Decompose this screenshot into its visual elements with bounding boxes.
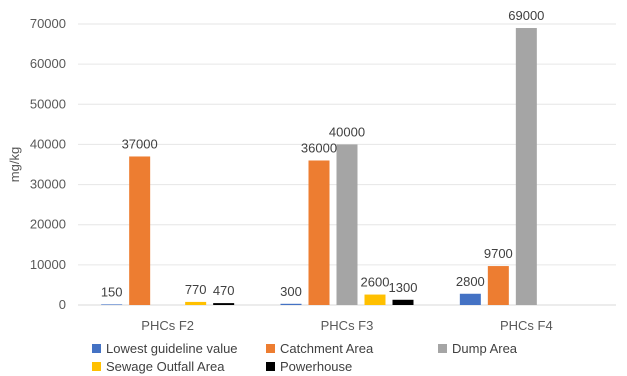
data-label: 9700 — [484, 246, 513, 261]
data-label: 2800 — [456, 274, 485, 289]
bar — [515, 28, 537, 306]
legend-label: Sewage Outfall Area — [106, 359, 225, 374]
y-axis-ticks: 0 10000 20000 30000 40000 50000 60000 70000 — [30, 16, 66, 312]
legend-label: Catchment Area — [280, 341, 374, 356]
legend-swatch — [92, 362, 101, 371]
y-tick-label: 30000 — [30, 177, 66, 192]
data-label: 40000 — [329, 124, 365, 139]
legend-label: Powerhouse — [280, 359, 352, 374]
data-label: 37000 — [122, 136, 158, 151]
legend-swatch — [266, 344, 275, 353]
y-tick-label: 70000 — [30, 16, 66, 31]
data-label: 470 — [213, 283, 235, 298]
bar — [101, 304, 123, 305]
bars — [101, 28, 537, 306]
y-tick-label: 0 — [59, 297, 66, 312]
x-axis-ticks: PHCs F2 PHCs F3 PHCs F4 — [141, 318, 552, 333]
y-tick-label: 50000 — [30, 96, 66, 111]
bar — [185, 301, 207, 305]
x-tick-label: PHCs F4 — [500, 318, 553, 333]
data-label: 2600 — [361, 275, 390, 290]
legend-swatch — [266, 362, 275, 371]
bar — [487, 266, 509, 305]
x-tick-label: PHCs F3 — [321, 318, 374, 333]
legend: Lowest guideline value Catchment Area Dump… — [92, 341, 518, 374]
bar — [213, 303, 235, 305]
bar — [336, 144, 358, 305]
data-label: 150 — [101, 284, 123, 299]
legend-label: Dump Area — [452, 341, 518, 356]
y-axis-label: mg/kg — [7, 147, 22, 182]
data-label: 36000 — [301, 140, 337, 155]
legend-swatch — [92, 344, 101, 353]
y-tick-label: 20000 — [30, 217, 66, 232]
legend-label: Lowest guideline value — [106, 341, 238, 356]
bar — [459, 293, 481, 305]
bar — [308, 160, 330, 305]
data-label: 1300 — [389, 280, 418, 295]
bar — [392, 299, 414, 305]
data-label: 300 — [280, 284, 302, 299]
y-tick-label: 60000 — [30, 56, 66, 71]
y-tick-label: 10000 — [30, 257, 66, 272]
data-label: 770 — [185, 282, 207, 297]
bar — [280, 303, 302, 305]
data-label: 69000 — [508, 8, 544, 23]
bar — [129, 156, 151, 305]
legend-swatch — [438, 344, 447, 353]
bar — [364, 294, 386, 305]
y-tick-label: 40000 — [30, 136, 66, 151]
x-tick-label: PHCs F2 — [141, 318, 194, 333]
